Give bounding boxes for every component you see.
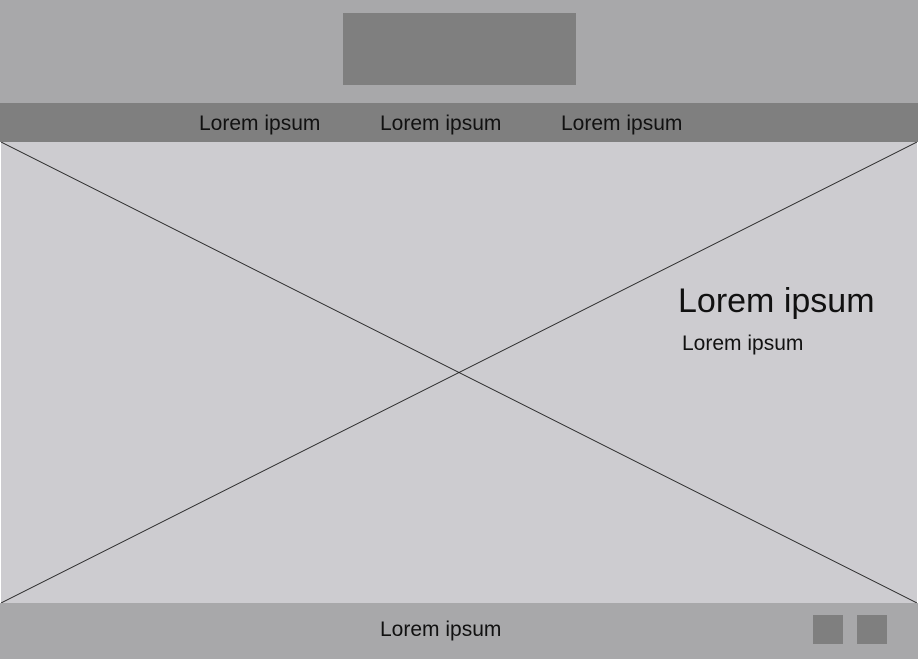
hero-subheading: Lorem ipsum	[682, 332, 804, 355]
header	[0, 0, 918, 103]
social-icon-placeholder[interactable]	[813, 615, 843, 644]
footer: Lorem ipsum	[0, 603, 918, 659]
hero-heading: Lorem ipsum	[678, 282, 875, 320]
logo-placeholder[interactable]	[343, 13, 576, 85]
image-placeholder-icon	[1, 142, 917, 603]
hero-image-placeholder: Lorem ipsum Lorem ipsum	[1, 142, 917, 603]
footer-text: Lorem ipsum	[380, 618, 502, 641]
social-icon-placeholder[interactable]	[857, 615, 887, 644]
nav-item-1[interactable]: Lorem ipsum	[199, 112, 321, 135]
nav-item-2[interactable]: Lorem ipsum	[380, 112, 502, 135]
placeholder-cross-line	[1, 142, 917, 603]
nav-bar: Lorem ipsum Lorem ipsum Lorem ipsum	[0, 103, 918, 142]
nav-item-3[interactable]: Lorem ipsum	[561, 112, 683, 135]
